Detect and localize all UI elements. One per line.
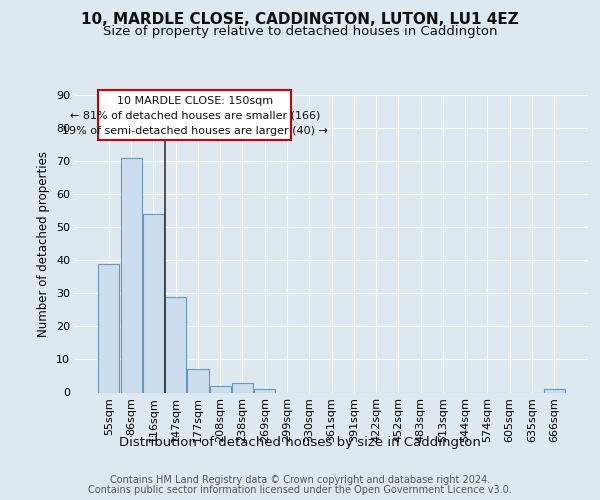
Bar <box>98 264 119 392</box>
Text: 10 MARDLE CLOSE: 150sqm: 10 MARDLE CLOSE: 150sqm <box>117 96 273 106</box>
Text: ← 81% of detached houses are smaller (166): ← 81% of detached houses are smaller (16… <box>70 111 320 121</box>
Bar <box>232 382 253 392</box>
Text: 10, MARDLE CLOSE, CADDINGTON, LUTON, LU1 4EZ: 10, MARDLE CLOSE, CADDINGTON, LUTON, LU1… <box>81 12 519 28</box>
Bar <box>254 389 275 392</box>
Bar <box>143 214 164 392</box>
Bar <box>187 370 209 392</box>
FancyBboxPatch shape <box>98 90 292 140</box>
Bar <box>544 389 565 392</box>
Y-axis label: Number of detached properties: Number of detached properties <box>37 151 50 337</box>
Bar <box>121 158 142 392</box>
Text: Size of property relative to detached houses in Caddington: Size of property relative to detached ho… <box>103 25 497 38</box>
Text: 19% of semi-detached houses are larger (40) →: 19% of semi-detached houses are larger (… <box>62 126 328 136</box>
Bar <box>165 296 186 392</box>
Text: Contains HM Land Registry data © Crown copyright and database right 2024.: Contains HM Land Registry data © Crown c… <box>110 475 490 485</box>
Text: Distribution of detached houses by size in Caddington: Distribution of detached houses by size … <box>119 436 481 449</box>
Text: Contains public sector information licensed under the Open Government Licence v3: Contains public sector information licen… <box>88 485 512 495</box>
Bar <box>209 386 231 392</box>
